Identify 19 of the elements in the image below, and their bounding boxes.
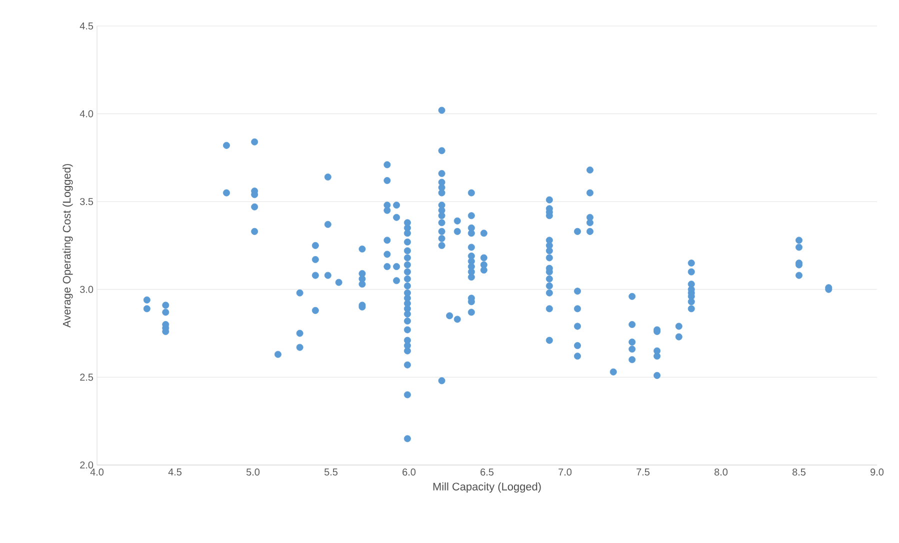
x-tick-label: 4.5	[168, 468, 182, 476]
x-axis-title: Mill Capacity (Logged)	[433, 482, 541, 493]
x-tick-label: 7.5	[636, 468, 650, 476]
x-tick-label: 7.0	[558, 468, 572, 476]
y-axis-title: Average Operating Cost (Logged)	[62, 164, 73, 328]
x-tick-label: 5.5	[324, 468, 338, 476]
x-tick-label: 6.0	[402, 468, 416, 476]
x-tick-label: 8.0	[714, 468, 728, 476]
x-tick-label: 8.5	[792, 468, 806, 476]
y-tick-label: 2.5	[80, 374, 94, 381]
x-tick-label: 9.0	[870, 468, 884, 476]
x-tick-label: 6.5	[480, 468, 494, 476]
y-tick-label: 3.0	[80, 286, 94, 293]
y-tick-label: 4.5	[80, 22, 94, 30]
y-tick-label: 3.5	[80, 198, 94, 206]
x-tick-label: 4.0	[90, 468, 104, 476]
y-tick-label: 2.0	[80, 461, 94, 469]
y-tick-label: 4.0	[80, 110, 94, 118]
x-tick-label: 5.0	[246, 468, 260, 476]
